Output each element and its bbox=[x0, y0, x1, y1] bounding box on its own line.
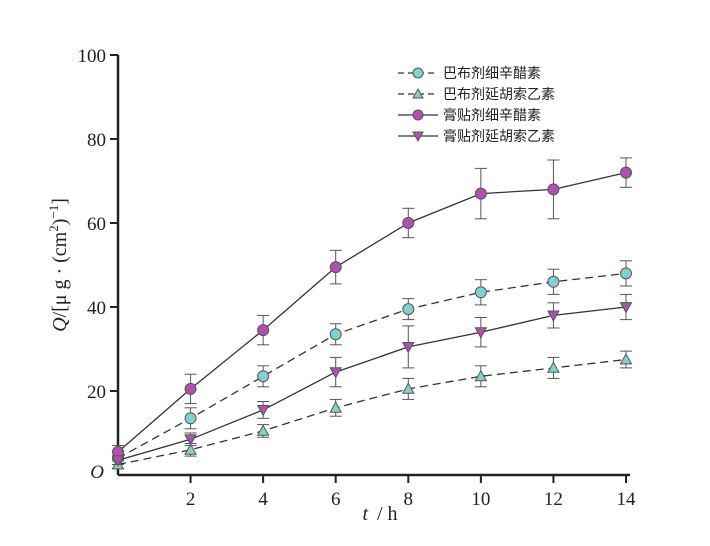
y-axis-label: Q/[μ g · (cm2)−1] bbox=[46, 198, 71, 332]
x-tick-label: 8 bbox=[404, 489, 414, 510]
data-point bbox=[619, 352, 633, 365]
series-1 bbox=[112, 260, 632, 465]
x-tick-label: 6 bbox=[331, 489, 341, 510]
x-tick-label: 2 bbox=[186, 489, 196, 510]
data-point bbox=[474, 327, 488, 339]
x-axis-label: t / h bbox=[362, 503, 397, 525]
data-point bbox=[547, 310, 560, 322]
y-tick-label: 20 bbox=[87, 382, 106, 403]
data-point bbox=[547, 275, 560, 288]
legend-item: 膏贴剂细辛醋素 bbox=[398, 107, 541, 124]
data-point bbox=[256, 424, 270, 436]
x-axis-var: t bbox=[362, 503, 368, 525]
y-tick-label: 40 bbox=[87, 298, 106, 319]
data-point bbox=[620, 267, 632, 280]
data-point bbox=[401, 382, 415, 394]
legend-item: 巴布剂延胡索乙素 bbox=[398, 86, 555, 103]
x-tick-label: 10 bbox=[471, 489, 490, 510]
series-4 bbox=[111, 293, 633, 467]
legend-label: 膏贴剂延胡索乙素 bbox=[443, 128, 555, 145]
series-2 bbox=[111, 350, 633, 470]
axes bbox=[116, 55, 630, 477]
x-axis-unit: / h bbox=[377, 503, 398, 525]
data-point bbox=[474, 286, 487, 299]
legend-marker bbox=[412, 87, 424, 99]
data-point bbox=[401, 342, 415, 354]
y-tick-label: 100 bbox=[78, 46, 107, 67]
legend-label: 巴布剂延胡索乙素 bbox=[443, 86, 555, 103]
legend-label: 膏贴剂细辛醋素 bbox=[443, 107, 541, 124]
y-axis-close: ) bbox=[49, 219, 71, 226]
data-point bbox=[329, 261, 342, 274]
data-point bbox=[329, 328, 342, 341]
data-point bbox=[474, 187, 487, 200]
series-line bbox=[117, 272, 627, 459]
data-point bbox=[329, 401, 343, 413]
data-point bbox=[257, 324, 270, 337]
x-tick-label: 14 bbox=[617, 489, 637, 510]
data-point bbox=[402, 303, 415, 316]
data-point bbox=[547, 361, 560, 373]
data-point bbox=[184, 434, 197, 446]
data-point bbox=[184, 382, 197, 395]
x-tick-label: 4 bbox=[258, 489, 268, 510]
data-point bbox=[547, 183, 560, 196]
legend-item: 膏贴剂延胡索乙素 bbox=[398, 128, 555, 145]
series-layer bbox=[111, 157, 633, 470]
y-axis-var: Q bbox=[49, 317, 71, 332]
data-point bbox=[619, 302, 633, 314]
y-axis-unit: /[μ g · (cm bbox=[49, 231, 71, 317]
y-tick-label: 60 bbox=[87, 214, 106, 235]
data-point bbox=[184, 412, 197, 425]
series-3 bbox=[112, 157, 632, 459]
legend-item: 巴布剂细辛醋素 bbox=[398, 66, 541, 82]
y-axis-sup1: 2 bbox=[46, 225, 61, 232]
data-point bbox=[402, 217, 415, 229]
ticks: 2 4 6 8 10 12 14 20 40 60 80 100 bbox=[78, 46, 637, 510]
legend-label: 巴布剂细辛醋素 bbox=[443, 66, 541, 82]
y-tick-label: 80 bbox=[87, 130, 106, 151]
series-line bbox=[117, 171, 627, 453]
data-point bbox=[256, 405, 270, 417]
legend-marker bbox=[412, 109, 424, 121]
data-point bbox=[184, 443, 197, 455]
origin-label: O bbox=[90, 462, 104, 483]
x-tick-label: 12 bbox=[544, 489, 563, 510]
data-point bbox=[620, 166, 632, 179]
data-point bbox=[111, 455, 125, 467]
y-axis-end: ] bbox=[49, 198, 71, 205]
series-line bbox=[117, 306, 627, 461]
data-point bbox=[257, 370, 270, 383]
data-point bbox=[329, 367, 343, 379]
y-axis-sup2: −1 bbox=[46, 205, 61, 219]
data-point bbox=[474, 369, 488, 382]
legend-marker bbox=[412, 67, 424, 79]
legend-marker bbox=[412, 131, 424, 143]
series-line bbox=[117, 358, 627, 466]
